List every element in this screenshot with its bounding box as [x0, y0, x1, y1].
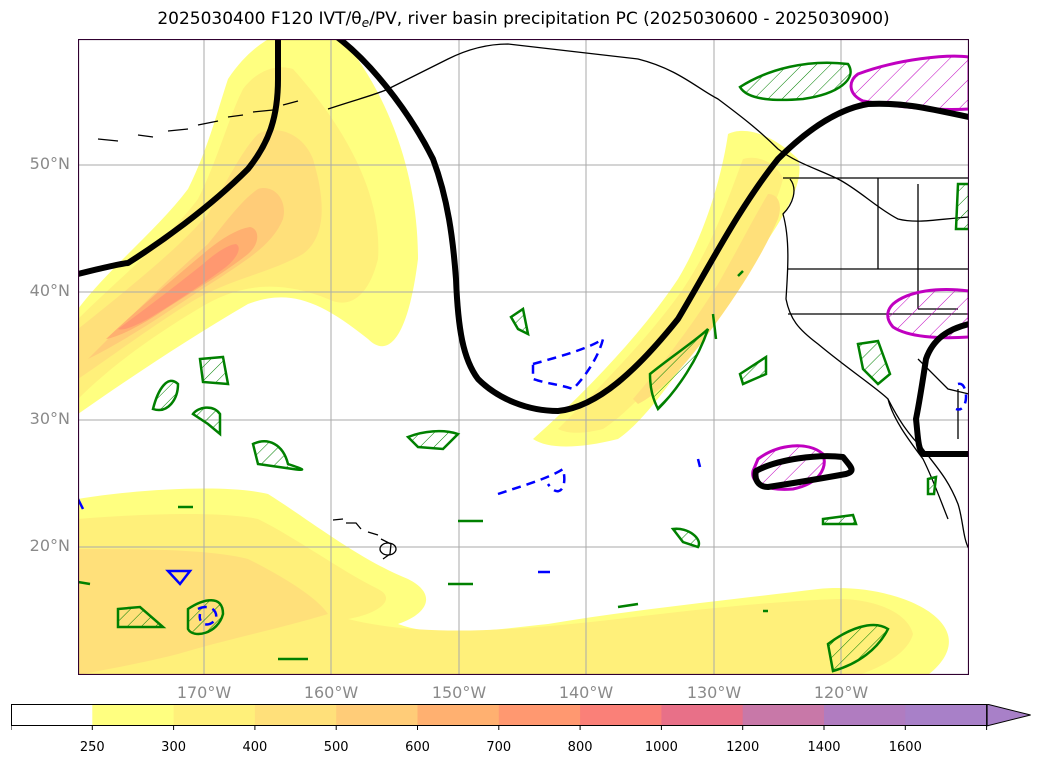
colorbar-segment [742, 704, 825, 726]
colorbar-segment [173, 704, 256, 726]
colorbar-segment [254, 704, 337, 726]
colorbar-segment [92, 704, 175, 726]
lon-label-170w: 170°W [176, 683, 232, 702]
colorbar [11, 704, 1031, 730]
ivt-band-east-400 [633, 194, 780, 404]
colorbar-tick-label: 800 [567, 740, 593, 755]
colorbar-tick-label: 700 [486, 740, 512, 755]
lat-label-20n: 20°N [29, 536, 70, 555]
hawaii-islands [332, 518, 392, 560]
positive-pc-contours [116, 61, 969, 673]
pv-contour-trough [334, 39, 969, 414]
lon-label-150w: 150°W [431, 683, 487, 702]
baja-peninsula [887, 398, 949, 520]
graticule [78, 39, 969, 675]
pv-contour-cutoff-east [913, 321, 969, 457]
colorbar-tick-label: 1200 [726, 740, 760, 755]
colorbar-tick-label: 300 [161, 740, 186, 755]
colorbar-frame [11, 704, 988, 726]
lon-label-140w: 140°W [558, 683, 614, 702]
colorbar-extend-arrow [986, 704, 1031, 727]
theta-e-contours [751, 54, 969, 491]
chart-title: 2025030400 F120 IVT/θe/PV, river basin p… [157, 9, 890, 30]
colorbar-segment [498, 704, 581, 726]
pv-contours [78, 39, 969, 490]
colorbar-segment [580, 704, 662, 726]
colorbar-tick-label: 600 [405, 740, 430, 755]
lon-label-130w: 130°W [686, 683, 742, 702]
colorbar-tick-label: 1000 [644, 740, 678, 755]
ivt-band-east-300 [558, 157, 783, 433]
us-west-coast [782, 178, 969, 550]
lon-label-120w: 120°W [813, 683, 869, 702]
colorbar-segment [661, 704, 744, 726]
ivt-band-700 [118, 244, 239, 330]
hawaii-main [379, 542, 397, 556]
lat-label-30n: 30°N [29, 409, 70, 428]
ivt-shading [78, 39, 949, 675]
colorbar-segment [336, 704, 418, 726]
map-panel [78, 39, 969, 675]
map-frame [78, 39, 969, 675]
lat-label-40n: 40°N [29, 281, 70, 300]
pv-contour-main [78, 39, 281, 277]
colorbar-tick-label: 1600 [888, 740, 922, 755]
colorbar-segment [11, 704, 93, 726]
aleutians [97, 100, 299, 142]
colorbar-segment [417, 704, 500, 726]
coastlines [97, 43, 969, 560]
colorbar-tick-label: 400 [242, 740, 268, 755]
positive-pc-small [78, 270, 768, 661]
colorbar-tick-label: 250 [79, 740, 105, 755]
colorbar-tick-label: 500 [323, 740, 349, 755]
colorbar-segment [824, 704, 906, 726]
lat-label-50n: 50°N [29, 154, 70, 173]
alaska-coast [327, 43, 969, 222]
colorbar-segment [905, 704, 988, 726]
ivt-band-south-300 [78, 514, 913, 675]
pv-contour-cutoff-south [752, 453, 855, 490]
negative-pc-contours [197, 336, 968, 626]
colorbar-tick-label: 1400 [807, 740, 841, 755]
lon-label-160w: 160°W [303, 683, 359, 702]
